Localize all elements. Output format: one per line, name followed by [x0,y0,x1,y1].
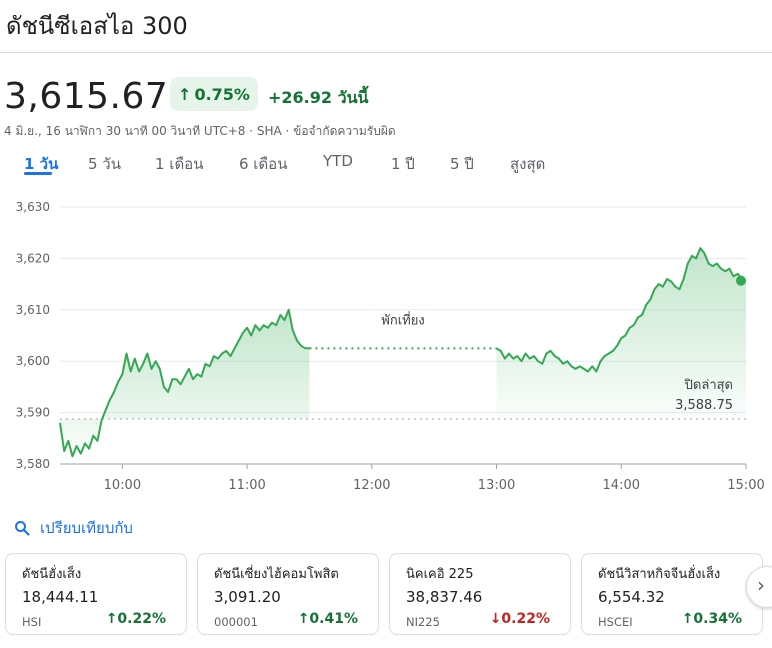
x-tick-label: 11:00 [228,478,265,493]
tab-1-year[interactable]: 1 ปี [391,155,415,173]
index-change: ↓0.22% [490,611,550,627]
y-tick-label: 3,580 [16,457,50,471]
y-tick-label: 3,590 [16,406,50,420]
current-price: 3,615.67 [4,76,169,117]
index-change: ↑0.34% [682,611,742,627]
index-change-value: 0.34% [693,611,742,627]
series-line-afternoon [495,247,747,373]
index-name: นิคเคอิ 225 [406,567,474,582]
y-tick-label: 3,600 [16,354,50,368]
index-symbol: NI225 [406,615,440,629]
tab-6-months[interactable]: 6 เดือน [239,155,288,173]
tab-1-month[interactable]: 1 เดือน [155,155,204,173]
last-price-point [736,275,746,286]
chevron-right-icon: › [757,573,765,597]
index-change-value: 0.22% [117,611,166,627]
index-symbol: 000001 [214,615,258,629]
day-change: +26.92 วันนี้ [268,88,369,107]
series-line-morning [59,308,310,458]
index-card-nikkei[interactable]: นิคเคอิ 225 38,837.46 NI225 ↓0.22% [389,553,571,635]
index-symbol: HSCEI [598,615,633,629]
divider [0,52,772,53]
index-name: ดัชนีฮั่งเส็ง [22,567,82,582]
index-value: 3,091.20 [214,588,281,606]
x-tick-label: 14:00 [603,478,640,493]
active-tab-indicator [24,172,52,175]
previous-close-label: ปิดล่าสุด [684,378,733,393]
index-value: 18,444.11 [22,588,99,606]
lunch-break-label: พักเที่ยง [381,311,424,328]
index-symbol: HSI [22,615,42,629]
index-value: 6,554.32 [598,588,665,606]
tab-1-day[interactable]: 1 วัน [24,155,59,173]
price-chart[interactable]: 3,630 3,620 3,610 3,600 3,590 3,580 10:00 11:00… [0,190,772,500]
percent-change-value: 0.75% [194,84,250,104]
previous-close-value: 3,588.75 [675,398,733,413]
compare-link[interactable]: เปรียบเทียบกับ [14,516,133,540]
index-change: ↑0.22% [106,611,166,627]
series-area-afternoon [496,248,746,419]
quote-meta: 4 มิ.ย., 16 นาฬิกา 30 นาที 00 วินาที UTC… [4,124,396,138]
series-area-morning [60,309,310,457]
y-tick-label: 3,630 [16,200,50,214]
tab-5-years[interactable]: 5 ปี [450,155,474,173]
index-change: ↑0.41% [298,611,358,627]
page-title: ดัชนีซีเอสไอ 300 [6,12,188,40]
tab-ytd[interactable]: YTD [323,152,353,170]
index-change-value: 0.22% [501,611,550,627]
arrow-down-icon: ↓ [489,611,502,627]
percent-change-badge: ↑ 0.75% [170,77,258,111]
x-tick-label: 12:00 [353,478,390,493]
y-tick-label: 3,620 [16,251,50,265]
arrow-up-icon: ↑ [681,611,694,627]
search-icon [15,521,30,536]
arrow-up-icon: ↑ [178,84,192,104]
index-card-shanghai[interactable]: ดัชนีเซี่ยงไฮ้คอมโพสิต 3,091.20 000001 ↑… [197,553,379,635]
arrow-up-icon: ↑ [297,611,310,627]
x-tick-label: 15:00 [727,478,764,493]
x-tick-label: 13:00 [478,478,515,493]
tab-5-days[interactable]: 5 วัน [88,155,121,173]
compare-label: เปรียบเทียบกับ [40,519,133,537]
index-change-value: 0.41% [309,611,358,627]
index-name: ดัชนีเซี่ยงไฮ้คอมโพสิต [214,567,339,582]
index-card-hsi[interactable]: ดัชนีฮั่งเส็ง 18,444.11 HSI ↑0.22% [5,553,187,635]
arrow-up-icon: ↑ [105,611,118,627]
index-value: 38,837.46 [406,588,483,606]
index-name: ดัชนีวิสาหกิจจีนฮั่งเส็ง [598,567,721,582]
tab-max[interactable]: สูงสุด [510,155,546,173]
index-card-hscei[interactable]: ดัชนีวิสาหกิจจีนฮั่งเส็ง 6,554.32 HSCEI … [581,553,763,635]
y-tick-label: 3,610 [16,303,50,317]
x-tick-label: 10:00 [104,478,141,493]
